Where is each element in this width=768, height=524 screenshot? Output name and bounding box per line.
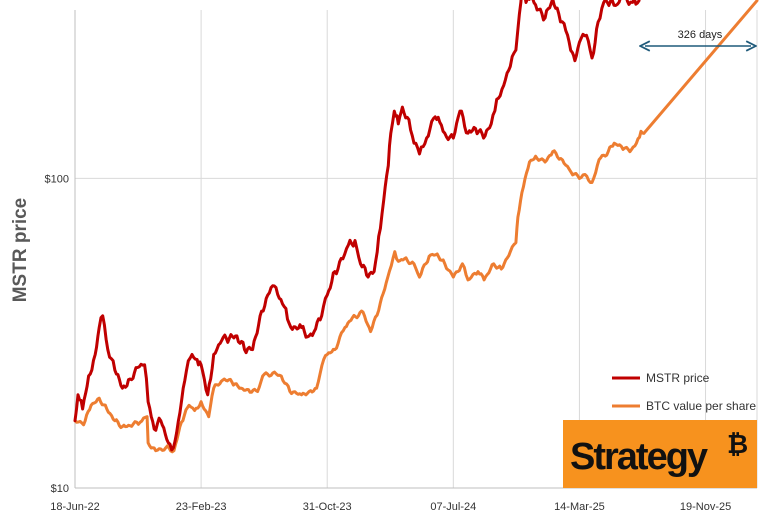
bitcoin-symbol-icon: ₿ [727,429,748,459]
duration-label: 326 days [678,29,723,41]
x-tick-label: 19-Nov-25 [680,501,731,513]
legend-label-mstr-price: MSTR price [646,371,710,385]
x-tick-label: 31-Oct-23 [303,501,352,513]
y-axis-label: MSTR price [10,198,31,303]
legend-label-btc-value-per-share: BTC value per share [646,399,756,413]
logo-wordmark: Strategy [570,436,708,478]
x-tick-label: 23-Feb-23 [176,501,227,513]
series-line-btc-value-per-share-projection [642,0,759,135]
y-tick-label: $10 [51,483,69,495]
series [73,0,759,454]
x-tick-label: 18-Jun-22 [50,501,100,513]
y-tick-label: $100 [45,173,69,185]
logo-background [563,420,757,488]
grid-lines [74,10,758,488]
x-tick-label: 07-Jul-24 [430,501,476,513]
strategy-logo: Strategy ₿ [563,420,757,488]
series-line-btc-value-per-share [73,129,646,454]
legend: MSTR price BTC value per share [612,371,756,413]
annotations: 326 days [645,29,751,46]
series-line-mstr-price [73,0,641,452]
x-tick-label: 14-Mar-25 [554,501,605,513]
